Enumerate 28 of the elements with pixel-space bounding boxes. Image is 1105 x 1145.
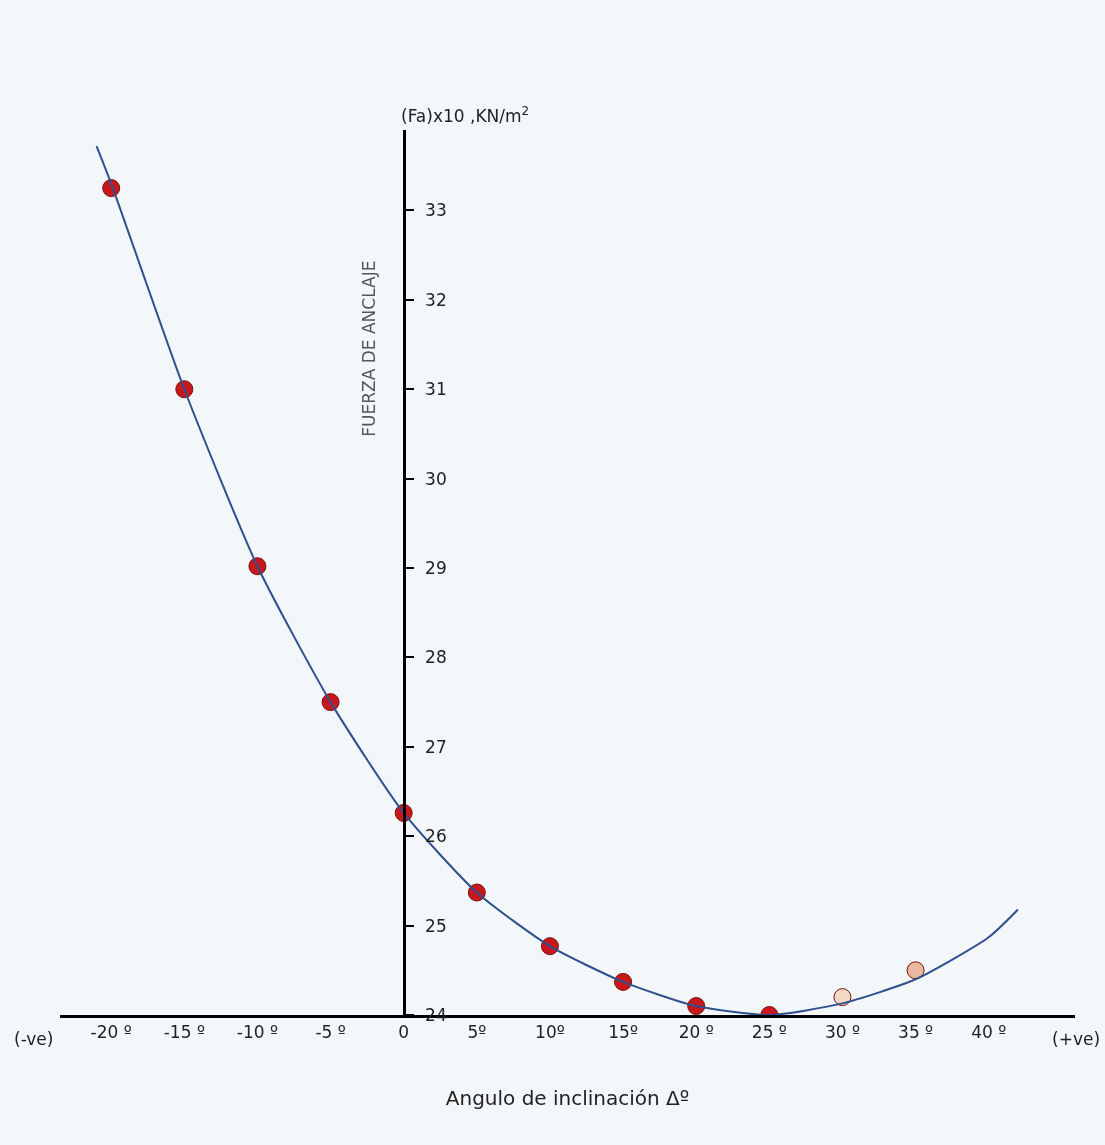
x-tick-label: 40 º bbox=[971, 1022, 1007, 1043]
y-tick-label: 33 bbox=[425, 200, 447, 221]
x-tick-label: 0 bbox=[398, 1022, 410, 1043]
y-tick-label: 25 bbox=[425, 915, 447, 936]
y-tick-label: 31 bbox=[425, 379, 447, 400]
y-tick-label: 32 bbox=[425, 289, 447, 310]
point bbox=[906, 961, 925, 980]
y-tick-label: 29 bbox=[425, 557, 447, 578]
text: (-ve) bbox=[14, 1029, 54, 1049]
x-tick-label: 10º bbox=[535, 1022, 565, 1043]
x-tick-label: 15º bbox=[608, 1022, 638, 1043]
x-tick-label: -5 º bbox=[315, 1022, 346, 1043]
x-tick-label: -20 º bbox=[90, 1022, 132, 1043]
x-tick-label: 35 º bbox=[898, 1022, 934, 1043]
y-tick-label: 28 bbox=[425, 647, 447, 668]
y-axis-title: FUERZA DE ANCLAJE bbox=[358, 260, 379, 437]
text: (Fa)x10 ,KN/m$^{2}$ bbox=[401, 104, 530, 127]
y-tick-label: 26 bbox=[425, 826, 447, 847]
x-tick-label: 30 º bbox=[824, 1022, 860, 1043]
x-tick-label: -10 º bbox=[236, 1022, 279, 1043]
x-tick-label: 25 º bbox=[751, 1022, 787, 1043]
text: (+ve) bbox=[1052, 1029, 1101, 1049]
x-tick-label: 20 º bbox=[678, 1022, 714, 1043]
x-axis-title: Angulo de inclinación Δº bbox=[445, 1085, 690, 1110]
x-tick-label: -15 º bbox=[163, 1022, 205, 1043]
x-tick-label: 5º bbox=[467, 1022, 487, 1043]
y-tick-label: 27 bbox=[425, 736, 447, 757]
y-tick-label: 30 bbox=[425, 468, 447, 489]
